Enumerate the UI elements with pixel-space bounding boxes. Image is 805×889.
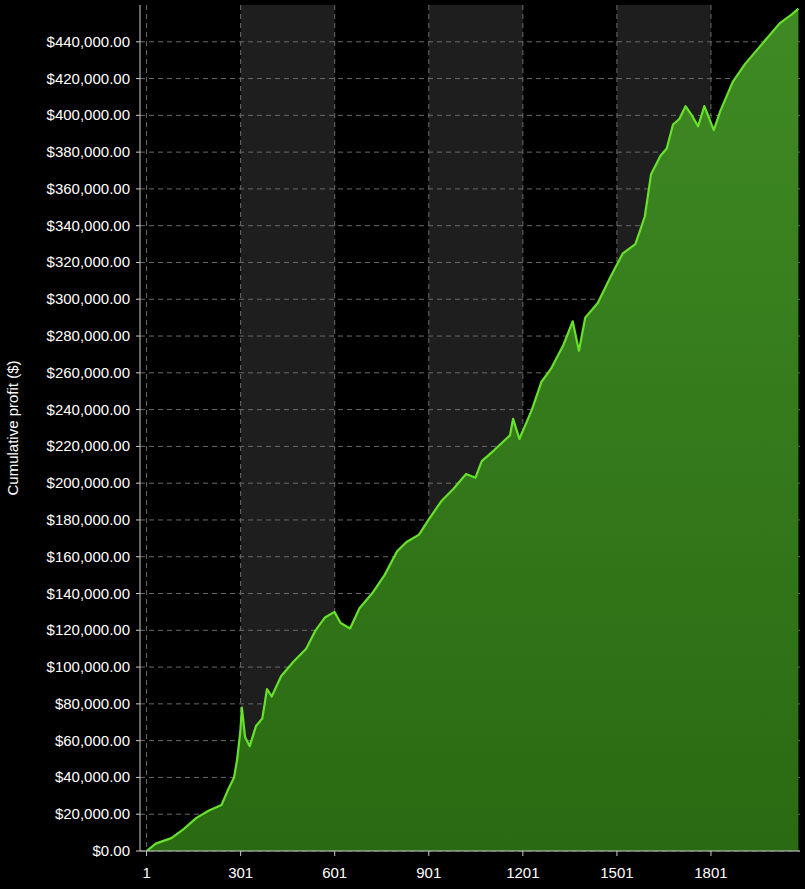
y-tick — [136, 188, 140, 189]
y-tick — [136, 483, 140, 484]
y-tick — [136, 262, 140, 263]
x-tick-label: 601 — [322, 864, 347, 881]
y-tick-label: $0.00 — [92, 842, 130, 859]
y-tick — [136, 556, 140, 557]
y-tick-label: $60,000.00 — [55, 732, 130, 749]
y-grid-line — [140, 851, 800, 852]
x-tick — [522, 851, 523, 856]
y-axis — [140, 5, 141, 851]
y-tick-label: $440,000.00 — [47, 33, 130, 50]
y-tick-label: $360,000.00 — [47, 180, 130, 197]
x-tick — [146, 851, 147, 856]
x-tick — [710, 851, 711, 856]
y-tick-label: $40,000.00 — [55, 768, 130, 785]
y-tick-label: $320,000.00 — [47, 253, 130, 270]
y-tick-label: $120,000.00 — [47, 621, 130, 638]
chart: $0.00 $20,000.00 $40,000.00 $60,000.00 $80,0… — [0, 0, 805, 889]
y-axis-label: Cumulative profit ($) — [4, 360, 21, 495]
area — [147, 9, 799, 851]
y-tick-label: $380,000.00 — [47, 143, 130, 160]
y-tick-label: $180,000.00 — [47, 511, 130, 528]
y-tick — [136, 225, 140, 226]
y-tick — [136, 409, 140, 410]
y-tick — [136, 630, 140, 631]
y-tick — [136, 336, 140, 337]
x-tick — [240, 851, 241, 856]
x-tick-label: 901 — [416, 864, 441, 881]
y-tick — [136, 446, 140, 447]
y-tick-label: $400,000.00 — [47, 106, 130, 123]
y-tick-label: $80,000.00 — [55, 695, 130, 712]
y-tick — [136, 703, 140, 704]
y-tick — [136, 519, 140, 520]
x-tick — [616, 851, 617, 856]
x-tick-label: 301 — [228, 864, 253, 881]
line — [147, 9, 799, 851]
x-tick-label: 1801 — [694, 864, 727, 881]
y-tick — [136, 372, 140, 373]
plot — [147, 9, 799, 851]
y-tick — [136, 814, 140, 815]
y-tick — [136, 593, 140, 594]
y-tick — [136, 78, 140, 79]
y-tick-label: $220,000.00 — [47, 437, 130, 454]
x-tick-label: 1 — [142, 864, 150, 881]
background — [0, 0, 805, 889]
y-tick-label: $340,000.00 — [47, 217, 130, 234]
grid — [140, 5, 800, 851]
y-tick — [136, 115, 140, 116]
x-tick-label: 1501 — [600, 864, 633, 881]
x-tick — [334, 851, 335, 856]
y-grid-line — [140, 41, 800, 42]
y-tick — [136, 740, 140, 741]
y-grid-line — [140, 78, 800, 79]
y-tick — [136, 152, 140, 153]
x-grid-line — [146, 5, 147, 851]
y-tick — [136, 777, 140, 778]
y-tick — [136, 299, 140, 300]
y-tick-label: $200,000.00 — [47, 474, 130, 491]
x-tick — [428, 851, 429, 856]
y-tick-label: $260,000.00 — [47, 364, 130, 381]
x-axis — [140, 851, 800, 852]
y-tick — [136, 41, 140, 42]
y-tick — [136, 851, 140, 852]
y-tick-label: $280,000.00 — [47, 327, 130, 344]
y-tick-label: $140,000.00 — [47, 585, 130, 602]
y-tick-label: $420,000.00 — [47, 70, 130, 87]
y-tick-label: $100,000.00 — [47, 658, 130, 675]
y-tick-label: $240,000.00 — [47, 401, 130, 418]
x-tick-label: 1201 — [506, 864, 539, 881]
y-tick — [136, 667, 140, 668]
y-tick-label: $160,000.00 — [47, 548, 130, 565]
y-tick-label: $20,000.00 — [55, 805, 130, 822]
y-tick-label: $300,000.00 — [47, 290, 130, 307]
